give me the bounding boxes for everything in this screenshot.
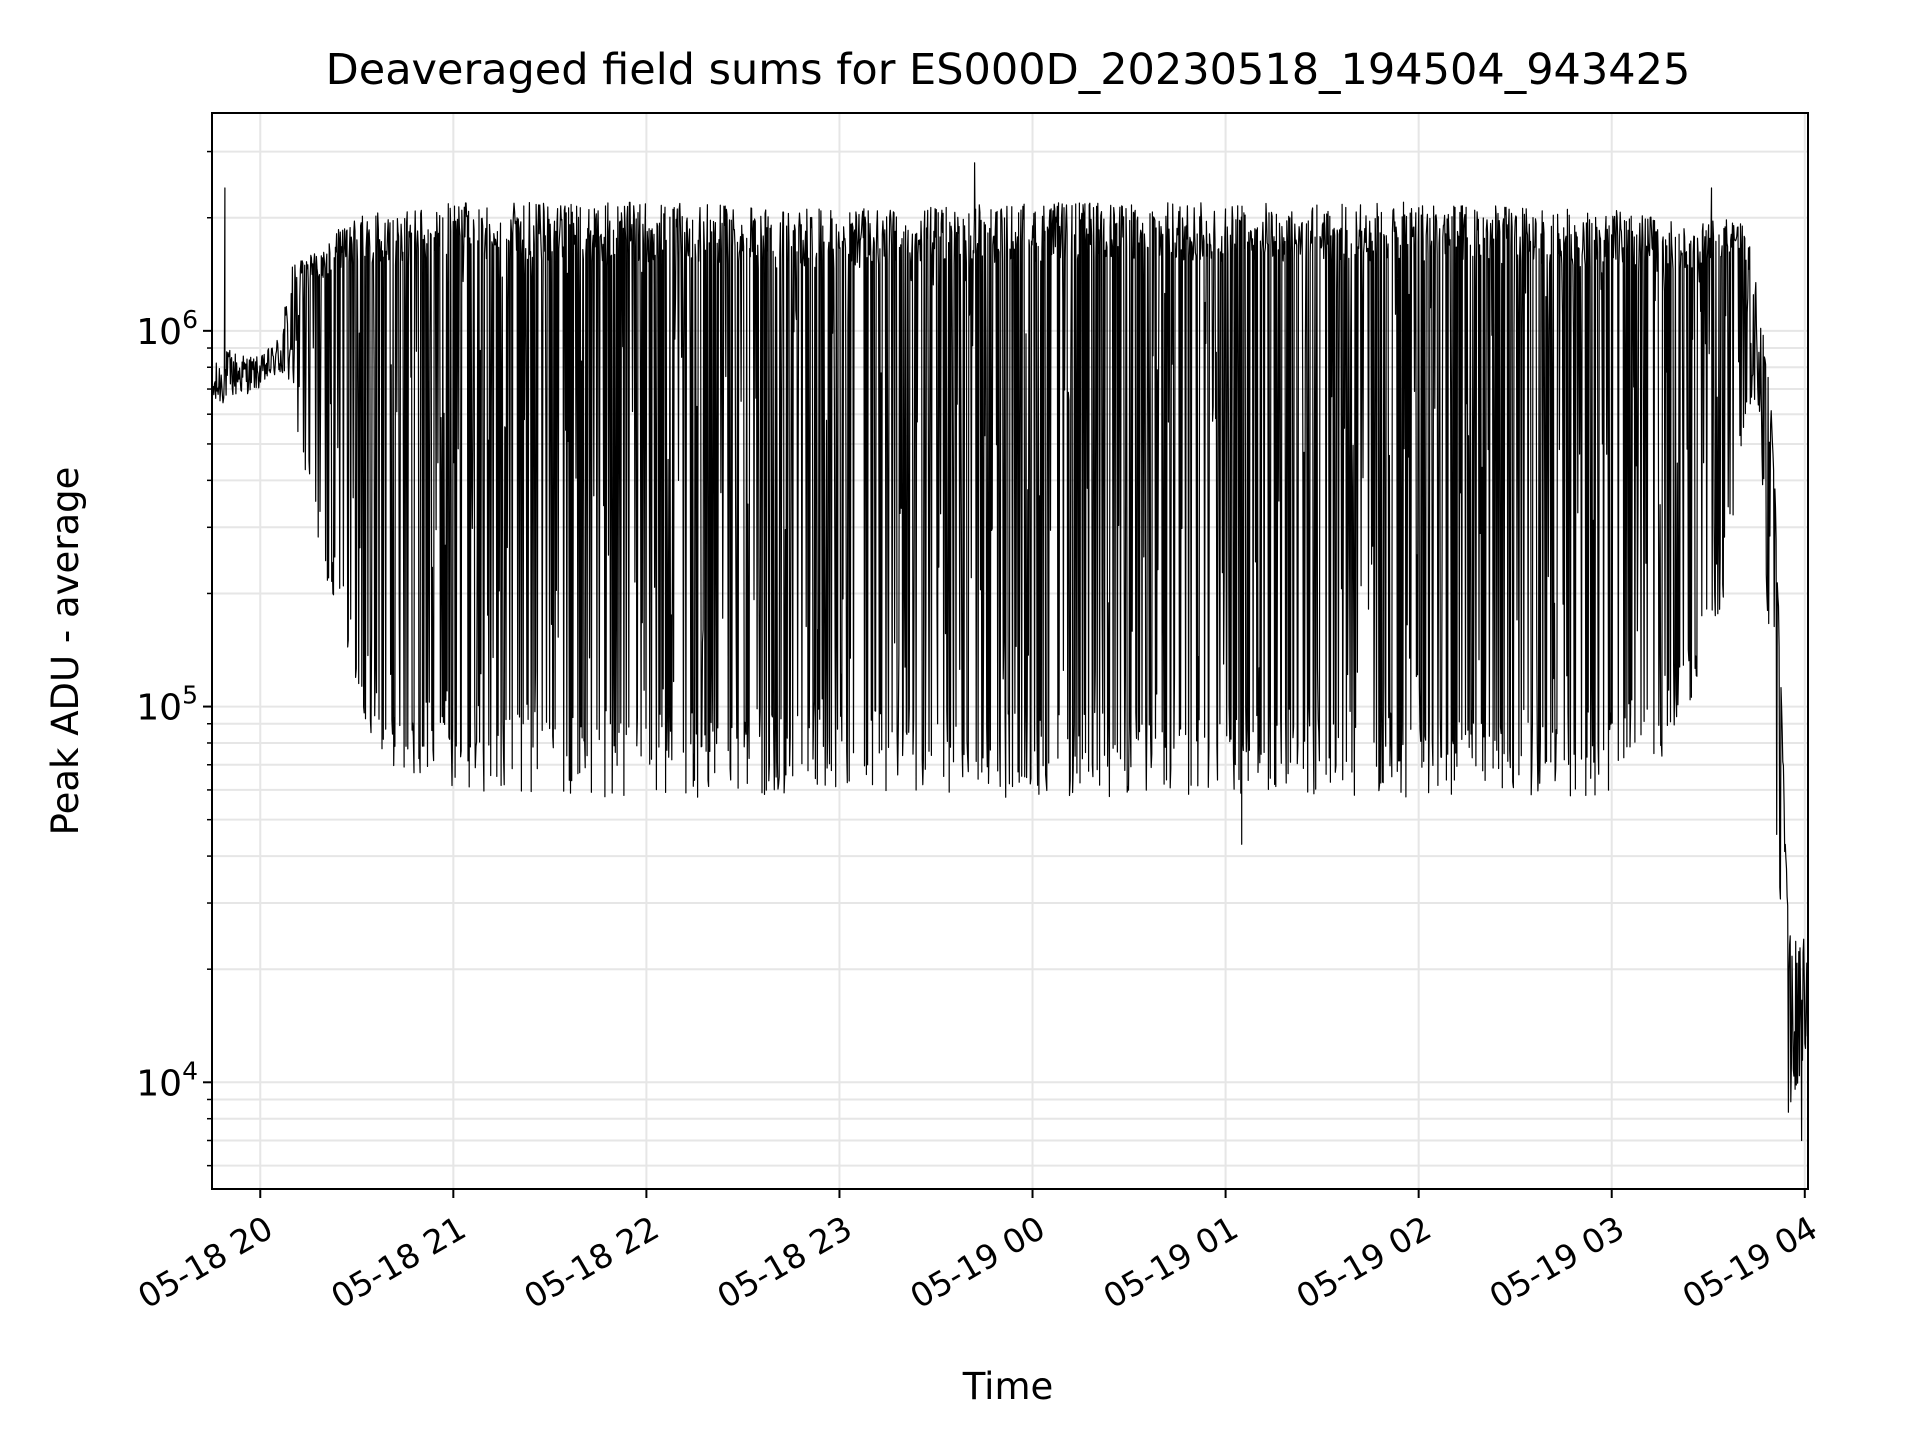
y-tick-label: 105 [136, 681, 198, 729]
plot-frame [211, 112, 1809, 1190]
y-tick-label: 106 [136, 305, 198, 353]
y-axis-label: Peak ADU - average [44, 467, 87, 836]
y-tick-label: 104 [136, 1056, 198, 1104]
chart-title: Deaveraged field sums for ES000D_2023051… [326, 45, 1691, 95]
series-line [211, 162, 1809, 1142]
data-layer [211, 162, 1809, 1142]
x-axis-label: Time [962, 1365, 1054, 1408]
